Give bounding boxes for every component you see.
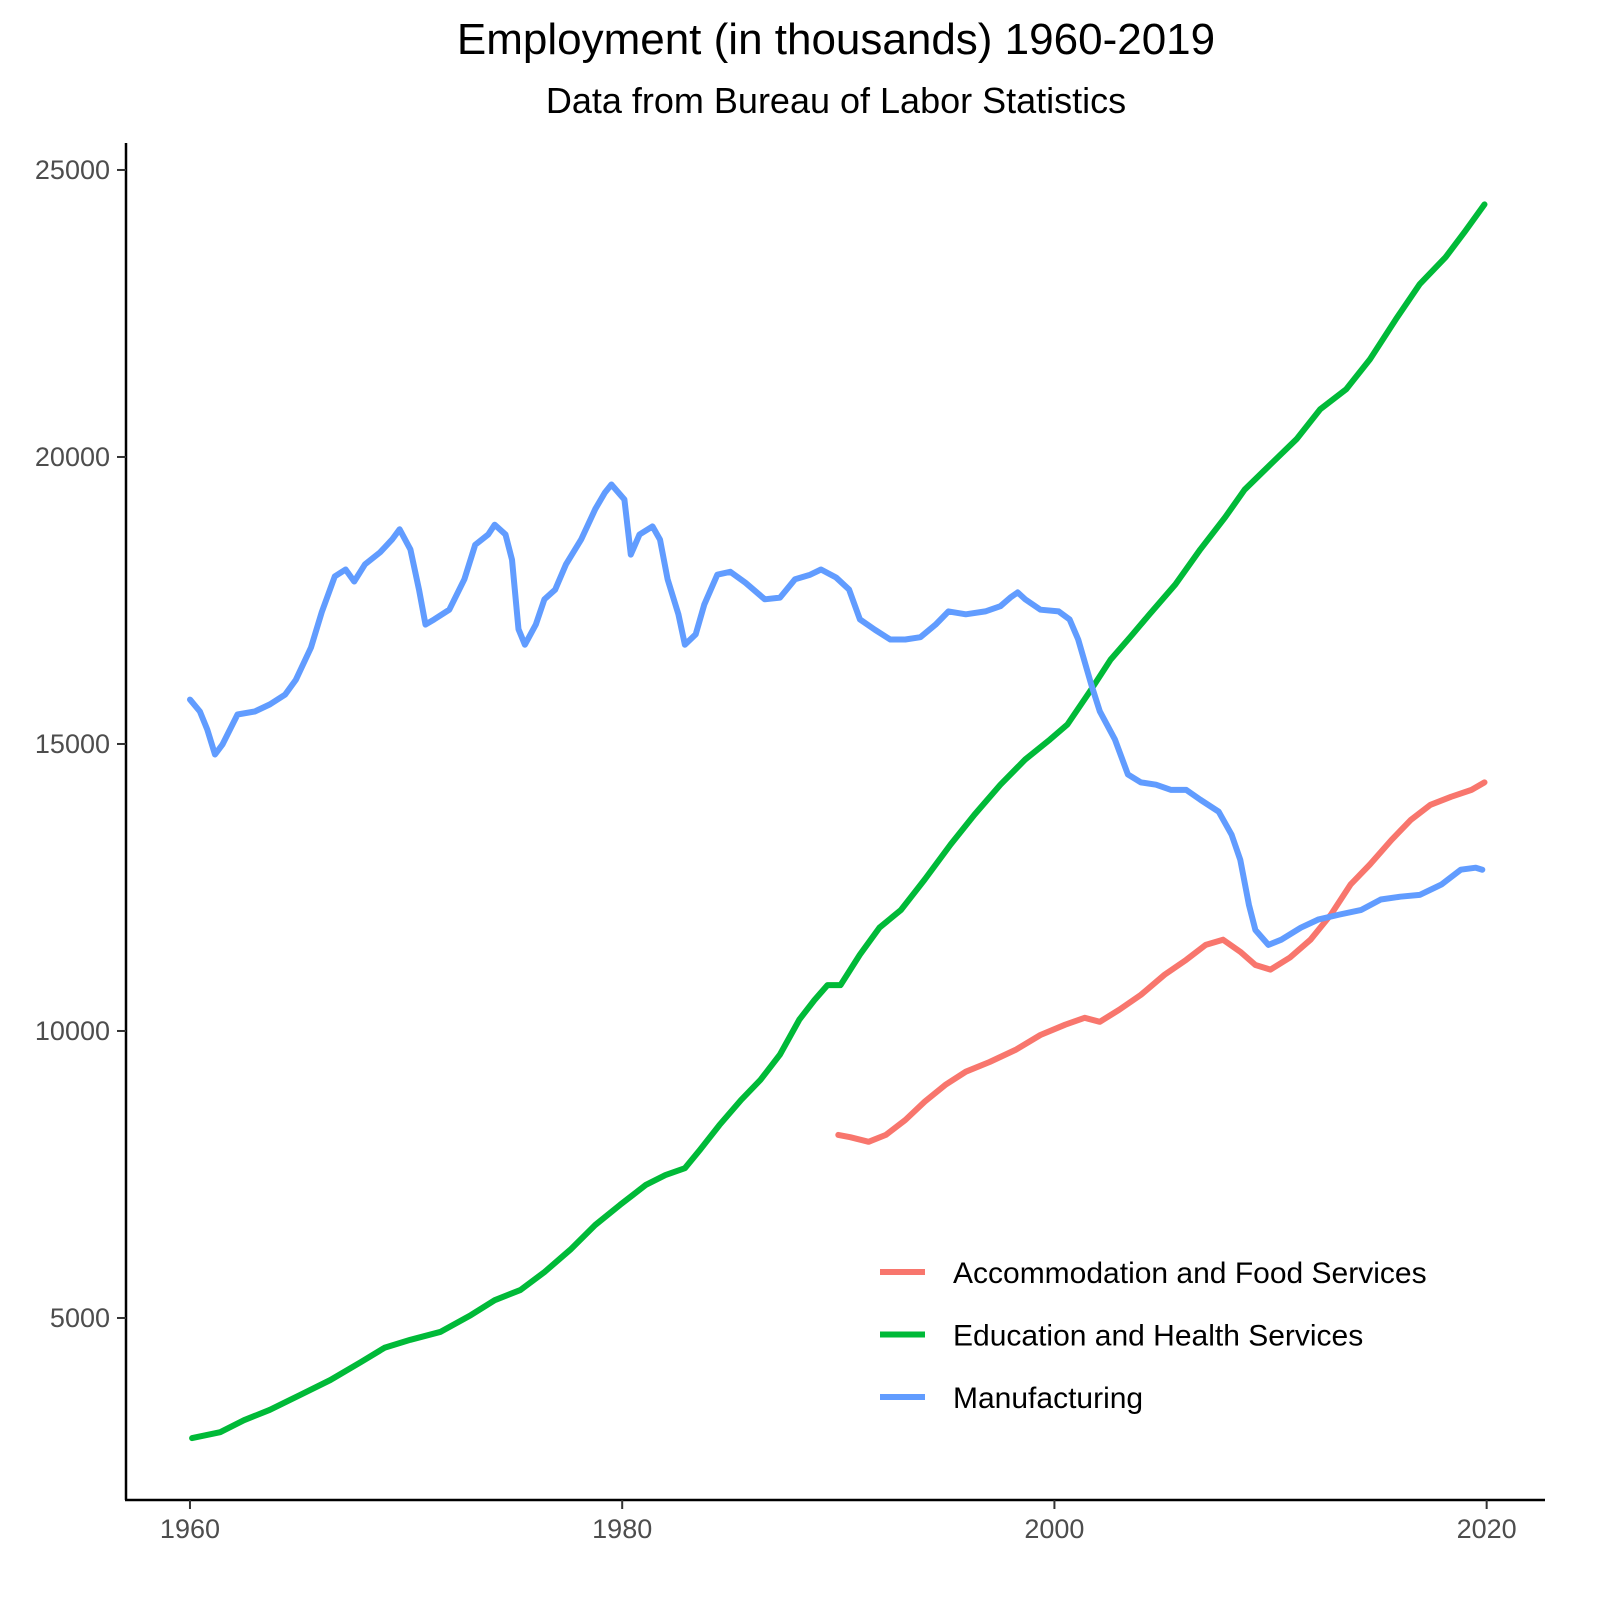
legend-item-education-and-health-services: Education and Health Services: [880, 1320, 1363, 1353]
y-tick-label: 25000: [35, 155, 110, 185]
y-tick-label: 10000: [35, 1016, 110, 1046]
chart-subtitle: Data from Bureau of Labor Statistics: [546, 80, 1126, 121]
x-tick-label: 1980: [592, 1514, 652, 1544]
x-tick-label: 1960: [160, 1514, 220, 1544]
series-layer: [187, 201, 1488, 1442]
x-tick-label: 2000: [1024, 1514, 1084, 1544]
y-tick-label: 15000: [35, 729, 110, 759]
legend: Accommodation and Food Services Education…: [880, 1257, 1427, 1415]
legend-label: Education and Health Services: [953, 1320, 1363, 1353]
tick-layer: 1960 1980 2000 2020 5000 10000 15000 20000 25000: [35, 155, 1517, 1544]
x-tick-label: 2020: [1457, 1514, 1517, 1544]
series-line-accommodation-and-food-services: [835, 779, 1488, 1145]
y-tick-label: 5000: [50, 1303, 110, 1333]
legend-item-accommodation-and-food-services: Accommodation and Food Services: [880, 1257, 1427, 1290]
y-tick-label: 20000: [35, 442, 110, 472]
series-line-education-and-health-services: [189, 201, 1488, 1442]
series-line-manufacturing: [187, 481, 1486, 948]
chart-title: Employment (in thousands) 1960-2019: [457, 15, 1215, 64]
legend-item-manufacturing: Manufacturing: [880, 1382, 1143, 1415]
legend-label: Accommodation and Food Services: [953, 1257, 1427, 1290]
legend-label: Manufacturing: [953, 1382, 1143, 1415]
